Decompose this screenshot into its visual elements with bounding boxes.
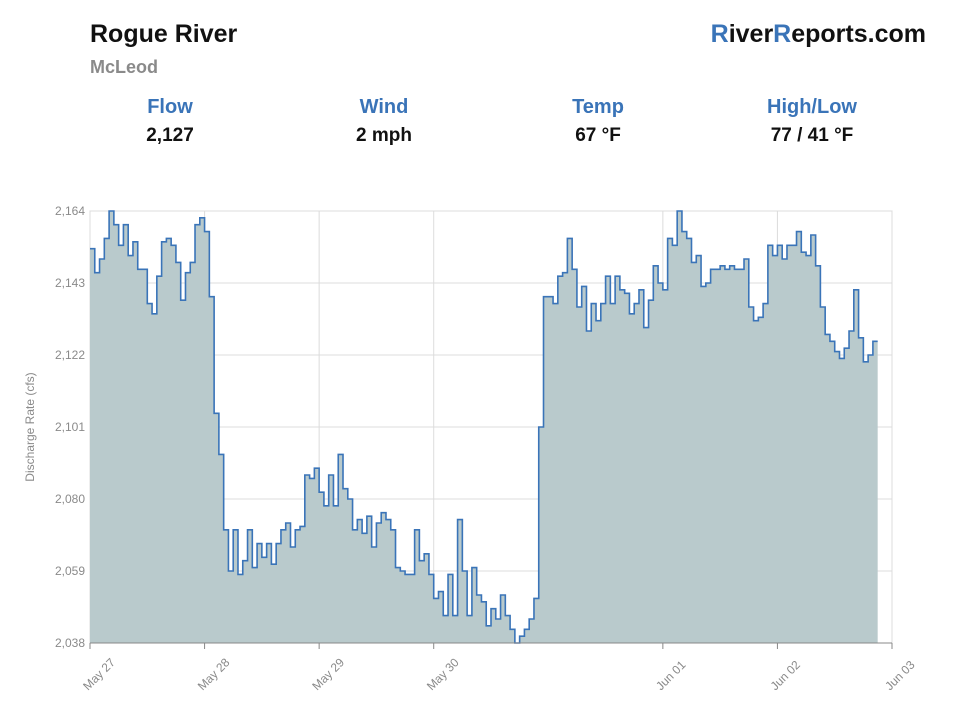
gauge-subtitle: McLeod bbox=[90, 57, 159, 77]
discharge-area bbox=[90, 211, 878, 643]
river-title: Rogue River bbox=[90, 20, 238, 48]
stat-flow: Flow 2,127 bbox=[70, 96, 270, 147]
stat-wind-value: 2 mph bbox=[356, 125, 412, 146]
brand-text-2: eports.com bbox=[791, 20, 926, 48]
brand-letter-r1: R bbox=[710, 20, 729, 48]
stat-temp-label: Temp bbox=[572, 96, 624, 118]
x-tick-label: May 30 bbox=[424, 655, 462, 693]
brand-letter-r2: R bbox=[773, 20, 792, 48]
brand-text-1: iver bbox=[728, 20, 774, 48]
y-tick-label: 2,164 bbox=[55, 204, 85, 218]
stat-wind: Wind 2 mph bbox=[284, 96, 484, 147]
x-tick-label: May 27 bbox=[80, 655, 118, 693]
y-tick-label: 2,143 bbox=[55, 276, 85, 290]
stat-highlow: High/Low 77 / 41 °F bbox=[712, 96, 912, 147]
y-tick-label: 2,101 bbox=[55, 420, 85, 434]
discharge-line bbox=[90, 210, 878, 644]
x-tick-label: Jun 02 bbox=[768, 658, 804, 694]
stat-temp: Temp 67 °F bbox=[498, 96, 698, 147]
stat-flow-label: Flow bbox=[147, 96, 193, 118]
y-tick-label: 2,080 bbox=[55, 492, 85, 506]
brand-logo[interactable]: RiverReports.com bbox=[711, 20, 926, 49]
y-axis-label: Discharge Rate (cfs) bbox=[23, 372, 37, 481]
stat-highlow-value: 77 / 41 °F bbox=[770, 125, 854, 146]
x-tick-label: Jun 03 bbox=[882, 658, 918, 694]
stat-temp-value: 67 °F bbox=[575, 125, 621, 146]
stat-wind-label: Wind bbox=[359, 96, 409, 118]
x-tick-label: Jun 01 bbox=[653, 658, 689, 694]
x-tick-label: May 28 bbox=[195, 655, 233, 693]
y-tick-label: 2,122 bbox=[55, 348, 85, 362]
y-tick-label: 2,059 bbox=[55, 564, 85, 578]
stat-highlow-label: High/Low bbox=[767, 96, 857, 118]
y-tick-label: 2,038 bbox=[55, 636, 85, 650]
x-tick-label: May 29 bbox=[309, 655, 347, 693]
stat-flow-value: 2,127 bbox=[146, 125, 194, 146]
